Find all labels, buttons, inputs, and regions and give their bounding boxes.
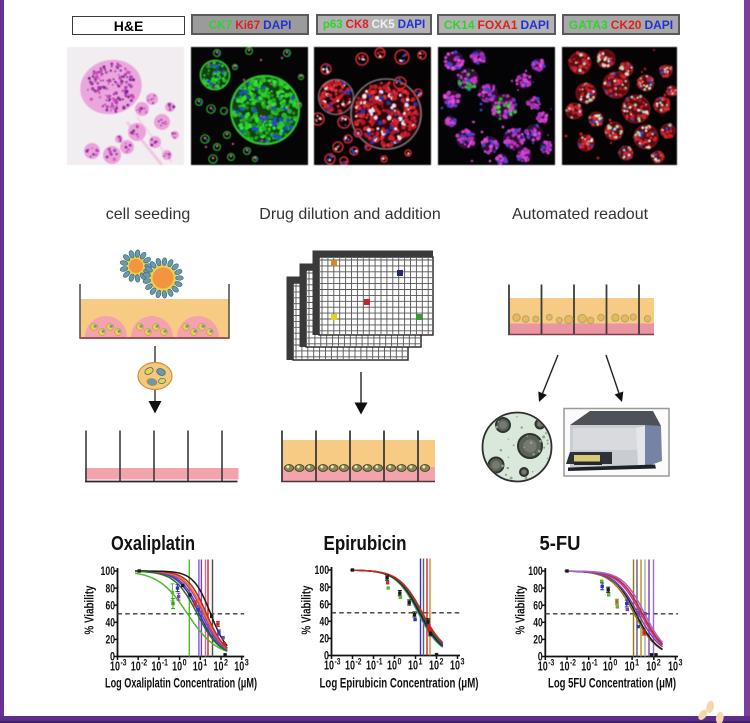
svg-text:10: 10 bbox=[193, 660, 203, 674]
svg-text:10: 10 bbox=[450, 659, 460, 673]
svg-text:10: 10 bbox=[151, 660, 161, 674]
svg-text:1: 1 bbox=[203, 658, 207, 668]
svg-text:60: 60 bbox=[533, 600, 543, 612]
svg-text:20: 20 bbox=[319, 634, 329, 646]
svg-text:Epirubicin: Epirubicin bbox=[324, 533, 407, 555]
svg-text:10: 10 bbox=[324, 659, 334, 673]
svg-text:3: 3 bbox=[461, 657, 465, 667]
svg-text:0: 0 bbox=[538, 652, 543, 664]
svg-text:-1: -1 bbox=[377, 657, 383, 667]
svg-text:Log Oxaliplatin Concentration: Log Oxaliplatin Concentration (μM) bbox=[105, 675, 257, 691]
svg-text:-2: -2 bbox=[356, 657, 362, 667]
svg-text:100: 100 bbox=[528, 566, 543, 578]
svg-text:10: 10 bbox=[387, 659, 397, 673]
svg-text:10: 10 bbox=[581, 660, 591, 674]
svg-text:3: 3 bbox=[245, 658, 249, 668]
svg-text:3: 3 bbox=[679, 658, 683, 668]
svg-text:0: 0 bbox=[398, 657, 402, 667]
svg-text:% Viability: % Viability bbox=[513, 585, 528, 635]
svg-text:Log 5FU Concentration (μM): Log 5FU Concentration (μM) bbox=[548, 675, 676, 691]
svg-text:5-FU: 5-FU bbox=[540, 533, 581, 555]
svg-text:0: 0 bbox=[183, 658, 187, 668]
svg-text:10: 10 bbox=[234, 660, 244, 674]
svg-text:% Viability: % Viability bbox=[82, 585, 97, 635]
svg-text:% Viability: % Viability bbox=[299, 585, 314, 635]
svg-text:-1: -1 bbox=[162, 658, 168, 668]
svg-text:10: 10 bbox=[366, 659, 376, 673]
svg-text:10: 10 bbox=[625, 660, 635, 674]
svg-text:10: 10 bbox=[538, 660, 548, 674]
svg-text:Oxaliplatin: Oxaliplatin bbox=[111, 533, 195, 555]
svg-text:2: 2 bbox=[657, 658, 661, 668]
svg-text:60: 60 bbox=[105, 600, 115, 612]
svg-text:0: 0 bbox=[110, 652, 115, 664]
svg-text:10: 10 bbox=[646, 660, 656, 674]
svg-text:10: 10 bbox=[429, 659, 439, 673]
svg-text:10: 10 bbox=[131, 660, 141, 674]
svg-text:-3: -3 bbox=[335, 657, 341, 667]
svg-text:Log Epirubicin Concentration (: Log Epirubicin Concentration (μM) bbox=[320, 675, 479, 691]
svg-text:80: 80 bbox=[105, 583, 115, 595]
svg-text:40: 40 bbox=[319, 617, 329, 629]
svg-text:100: 100 bbox=[101, 566, 116, 578]
svg-text:10: 10 bbox=[172, 660, 182, 674]
svg-text:10: 10 bbox=[408, 659, 418, 673]
svg-text:-3: -3 bbox=[121, 658, 127, 668]
svg-text:80: 80 bbox=[319, 582, 329, 594]
svg-text:20: 20 bbox=[533, 635, 543, 647]
svg-text:0: 0 bbox=[324, 651, 329, 663]
svg-text:20: 20 bbox=[105, 635, 115, 647]
svg-text:-3: -3 bbox=[548, 658, 554, 668]
svg-text:0: 0 bbox=[613, 658, 617, 668]
svg-text:40: 40 bbox=[105, 618, 115, 630]
svg-text:10: 10 bbox=[214, 660, 224, 674]
svg-text:40: 40 bbox=[533, 618, 543, 630]
svg-text:1: 1 bbox=[635, 658, 639, 668]
svg-text:10: 10 bbox=[110, 660, 120, 674]
svg-text:-1: -1 bbox=[592, 658, 598, 668]
svg-text:10: 10 bbox=[668, 660, 678, 674]
svg-text:100: 100 bbox=[315, 565, 330, 577]
svg-text:-2: -2 bbox=[141, 658, 147, 668]
svg-text:1: 1 bbox=[419, 657, 423, 667]
svg-text:2: 2 bbox=[224, 658, 228, 668]
svg-text:-2: -2 bbox=[570, 658, 576, 668]
svg-text:10: 10 bbox=[603, 660, 613, 674]
svg-text:10: 10 bbox=[345, 659, 355, 673]
svg-text:10: 10 bbox=[560, 660, 570, 674]
svg-text:80: 80 bbox=[533, 583, 543, 595]
svg-text:2: 2 bbox=[440, 657, 444, 667]
svg-text:60: 60 bbox=[319, 599, 329, 611]
